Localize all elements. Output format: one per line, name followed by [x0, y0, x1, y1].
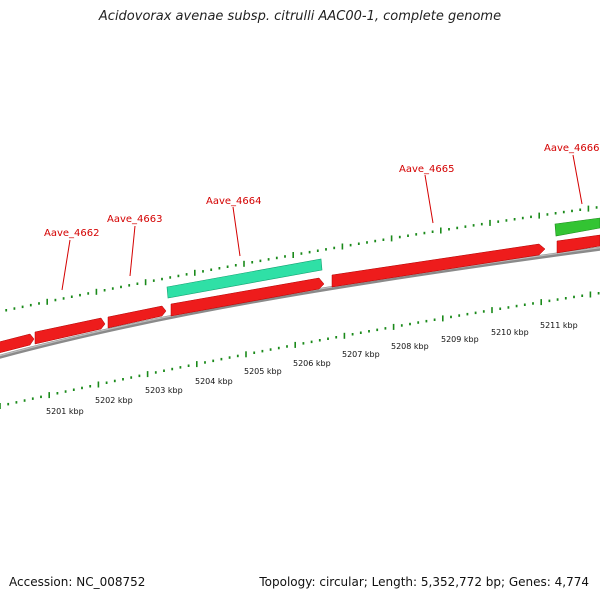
- kbp-label: 5201 kbp: [46, 407, 84, 416]
- gene-label-aave-4666[interactable]: Aave_4666: [544, 143, 600, 154]
- kbp-label: 5208 kbp: [391, 342, 429, 351]
- gene-label-aave-4663[interactable]: Aave_4663: [107, 214, 163, 225]
- kbp-label: 5207 kbp: [342, 350, 380, 359]
- gene-arrow[interactable]: [556, 234, 600, 254]
- gene-label-aave-4665[interactable]: Aave_4665: [399, 164, 455, 175]
- gene-track: [0, 217, 600, 354]
- gene-highlight[interactable]: [166, 258, 323, 299]
- upper-tick-track: [5, 205, 598, 312]
- topology-summary: Topology: circular; Length: 5,352,772 bp…: [259, 575, 589, 589]
- kbp-label: 5210 kbp: [491, 328, 529, 337]
- gene-arrow[interactable]: [34, 317, 106, 345]
- genome-backbone: [0, 246, 600, 359]
- gene-arrow[interactable]: [170, 277, 325, 317]
- gene-leaders: [61, 154, 583, 291]
- gene-green[interactable]: [554, 217, 600, 237]
- kbp-label: 5209 kbp: [441, 335, 479, 344]
- gene-label-aave-4664[interactable]: Aave_4664: [206, 196, 262, 207]
- kbp-label: 5204 kbp: [195, 377, 233, 386]
- kbp-label: 5203 kbp: [145, 386, 183, 395]
- gene-arrow[interactable]: [0, 333, 35, 354]
- kbp-label: 5206 kbp: [293, 359, 331, 368]
- kbp-label: 5211 kbp: [540, 321, 578, 330]
- gene-arrow[interactable]: [331, 243, 546, 288]
- lower-tick-track: [0, 291, 600, 409]
- kbp-label: 5202 kbp: [95, 396, 133, 405]
- genome-title: Acidovorax avenae subsp. citrulli AAC00-…: [98, 9, 502, 24]
- gene-arrow[interactable]: [107, 305, 167, 329]
- kbp-label: 5205 kbp: [244, 367, 282, 376]
- accession-text: Accession: NC_008752: [9, 575, 146, 589]
- gene-label-aave-4662[interactable]: Aave_4662: [44, 228, 100, 239]
